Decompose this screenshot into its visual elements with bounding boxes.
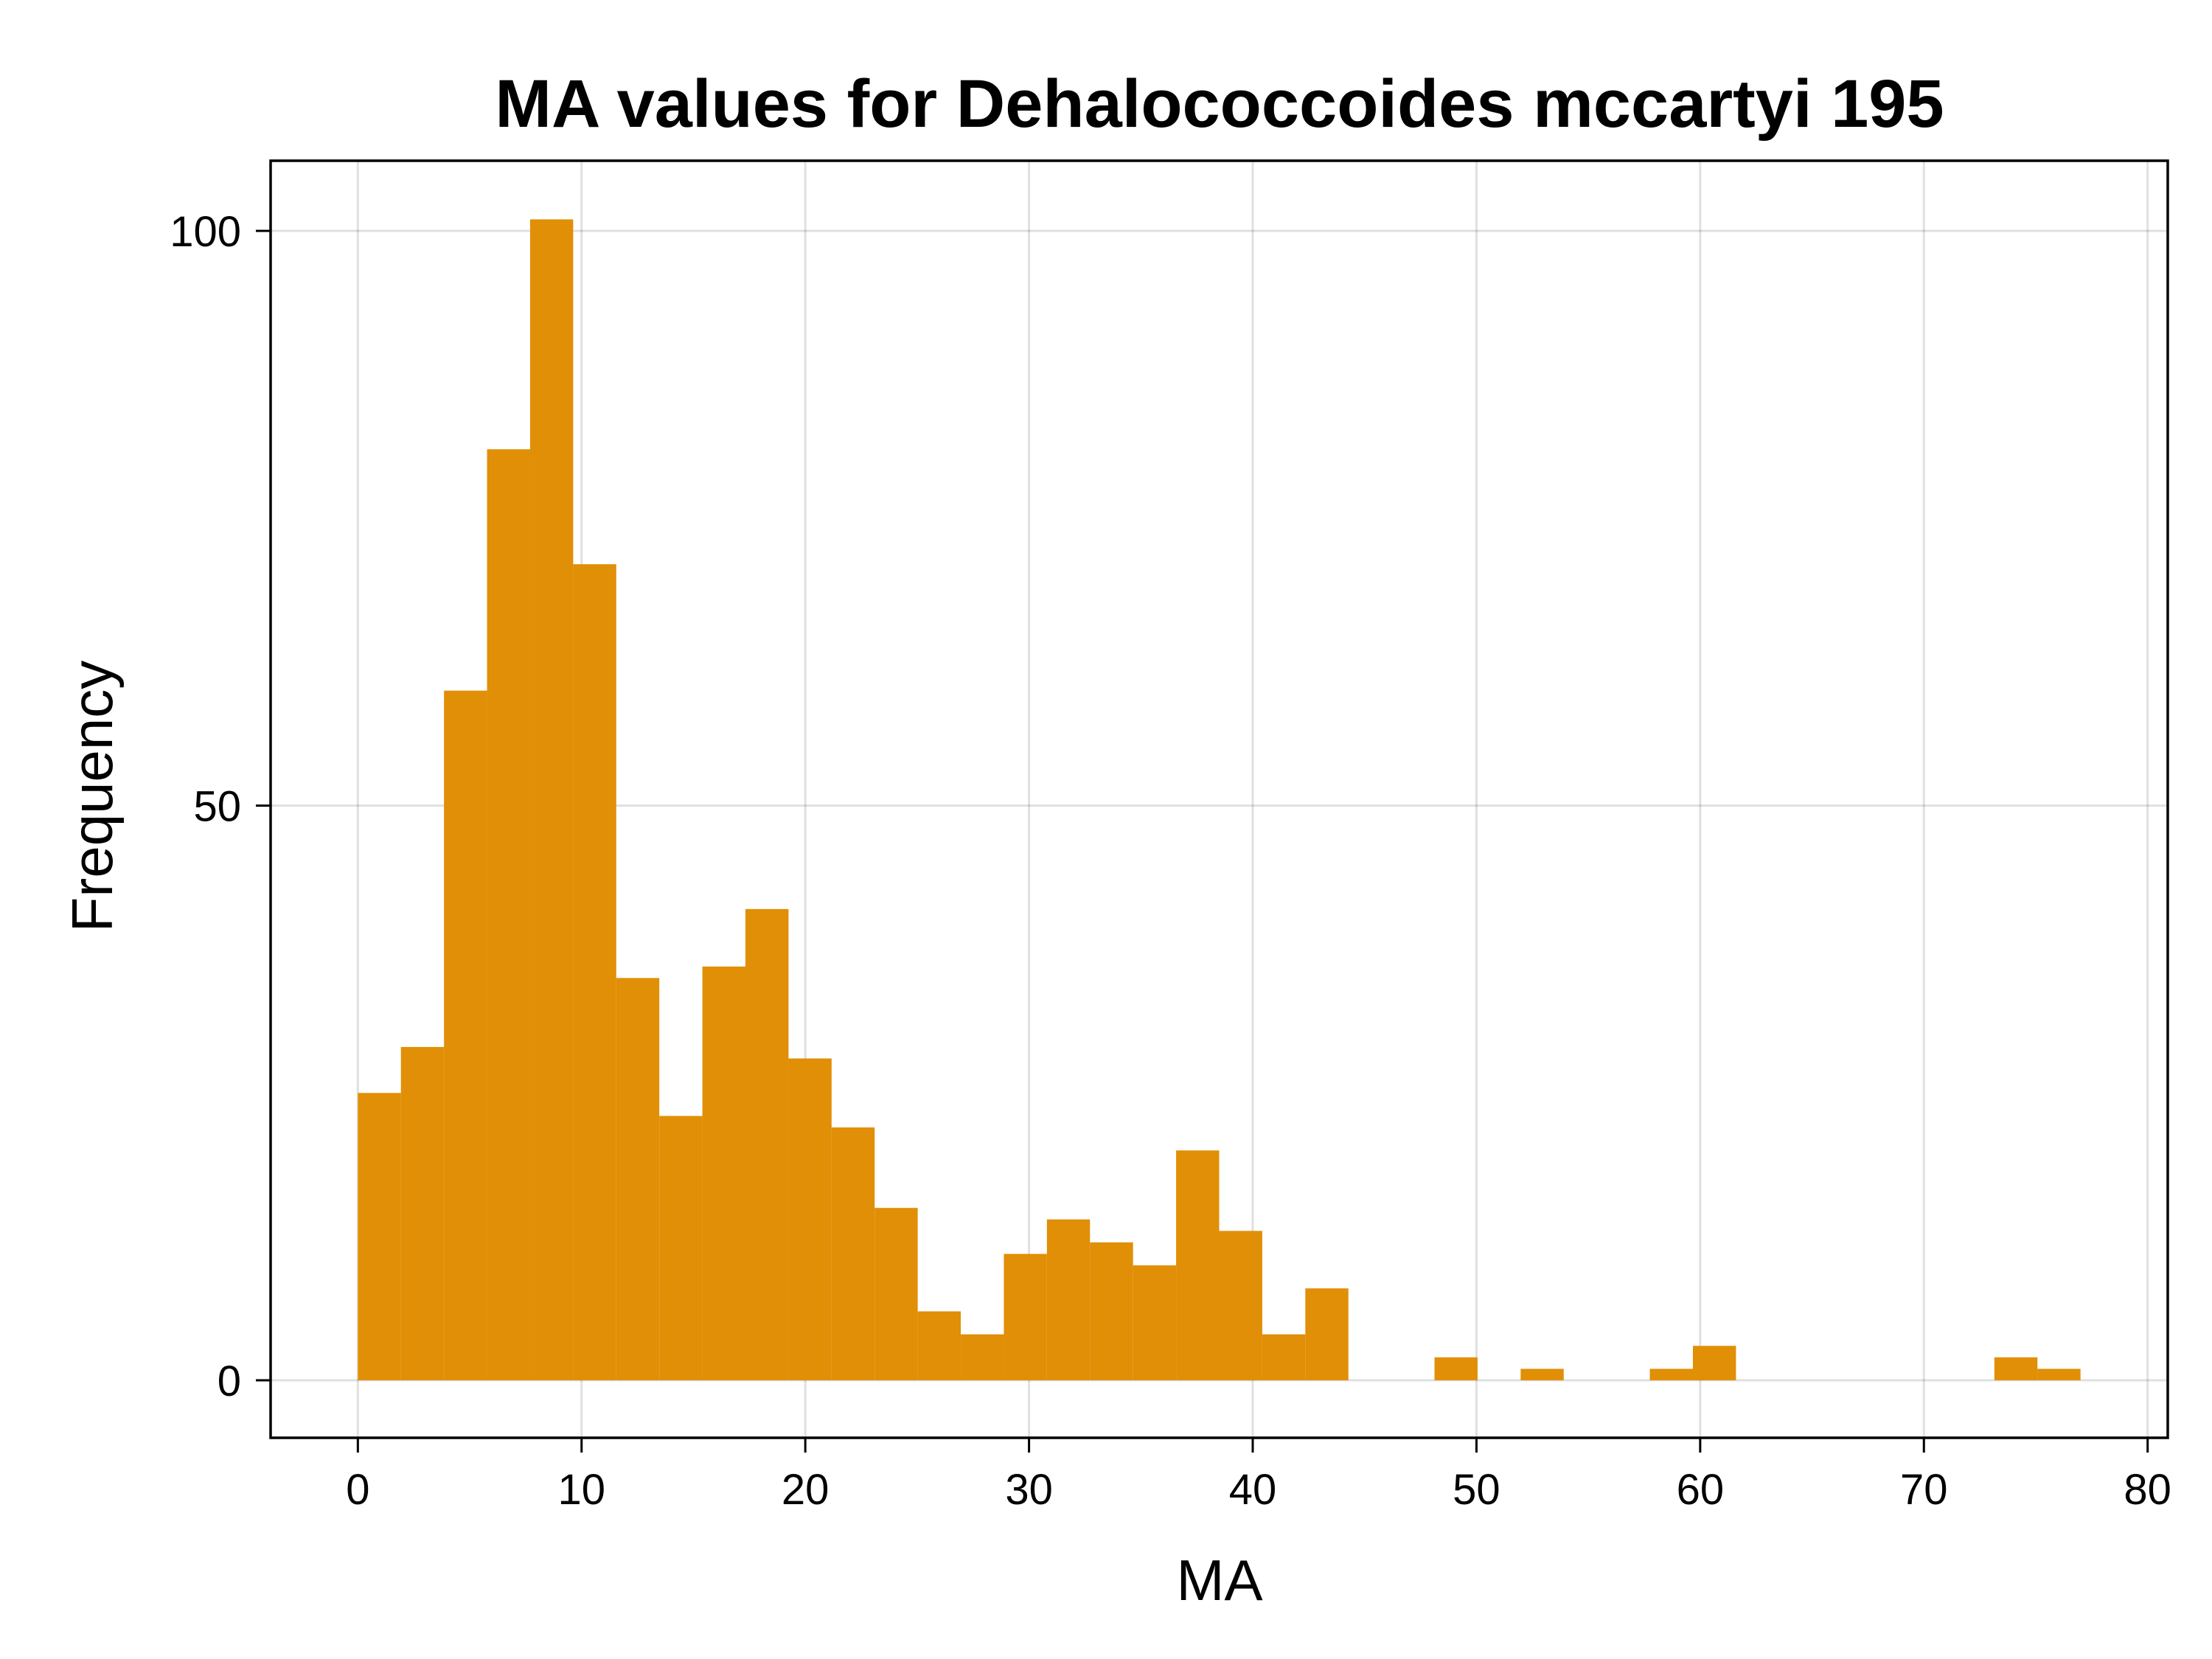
y-tick-label: 0 bbox=[218, 1357, 241, 1405]
chart-title: MA values for Dehalococcoides mccartyi 1… bbox=[495, 66, 1944, 142]
histogram-bar bbox=[1649, 1368, 1693, 1381]
histogram-bar bbox=[1520, 1368, 1564, 1381]
histogram-bar bbox=[1219, 1231, 1262, 1381]
histogram-bar bbox=[1090, 1242, 1133, 1381]
histogram-bar bbox=[616, 978, 660, 1381]
y-axis-label: Frequency bbox=[60, 661, 125, 933]
x-tick-label: 80 bbox=[2124, 1466, 2171, 1514]
x-axis-ticks: 0 10 20 30 40 50 60 70 80 bbox=[346, 1438, 2171, 1514]
histogram-bar bbox=[1046, 1219, 1091, 1381]
histogram-bar bbox=[1262, 1334, 1306, 1381]
y-axis-ticks: 0 50 100 bbox=[170, 208, 271, 1405]
histogram-bar bbox=[1305, 1288, 1349, 1381]
histogram-bar bbox=[874, 1208, 918, 1381]
histogram-bar bbox=[831, 1127, 875, 1381]
histogram-bar bbox=[659, 1116, 703, 1381]
histogram-bar bbox=[1133, 1265, 1177, 1381]
histogram-bar bbox=[1434, 1357, 1478, 1381]
histogram-bar bbox=[444, 690, 487, 1381]
x-tick-label: 30 bbox=[1005, 1466, 1053, 1514]
x-tick-label: 60 bbox=[1677, 1466, 1725, 1514]
x-tick-label: 20 bbox=[782, 1466, 830, 1514]
histogram-bars bbox=[358, 219, 2081, 1381]
x-tick-label: 10 bbox=[557, 1466, 605, 1514]
x-axis-label: MA bbox=[1177, 1548, 1263, 1613]
y-tick-label: 100 bbox=[170, 208, 241, 256]
histogram-bar bbox=[358, 1093, 401, 1381]
histogram-bar bbox=[788, 1058, 832, 1381]
histogram-bar bbox=[400, 1046, 445, 1381]
x-tick-label: 50 bbox=[1453, 1466, 1500, 1514]
x-tick-label: 40 bbox=[1229, 1466, 1277, 1514]
histogram-bar bbox=[1994, 1357, 2038, 1381]
y-tick-label: 50 bbox=[193, 783, 241, 831]
x-tick-label: 0 bbox=[346, 1466, 369, 1514]
histogram-bar bbox=[1692, 1346, 1736, 1381]
histogram-bar bbox=[745, 908, 789, 1381]
histogram-bar bbox=[917, 1311, 961, 1381]
plot-frame bbox=[269, 159, 2169, 1439]
histogram-bar bbox=[702, 966, 746, 1381]
histogram-bar bbox=[573, 564, 616, 1381]
histogram-bar bbox=[1176, 1150, 1220, 1381]
histogram-bar bbox=[2037, 1368, 2081, 1381]
x-tick-label: 70 bbox=[1900, 1466, 1948, 1514]
histogram-bar bbox=[1004, 1253, 1047, 1381]
histogram-bar bbox=[529, 219, 574, 1381]
histogram-bar bbox=[487, 449, 530, 1381]
histogram-bar bbox=[961, 1334, 1004, 1381]
